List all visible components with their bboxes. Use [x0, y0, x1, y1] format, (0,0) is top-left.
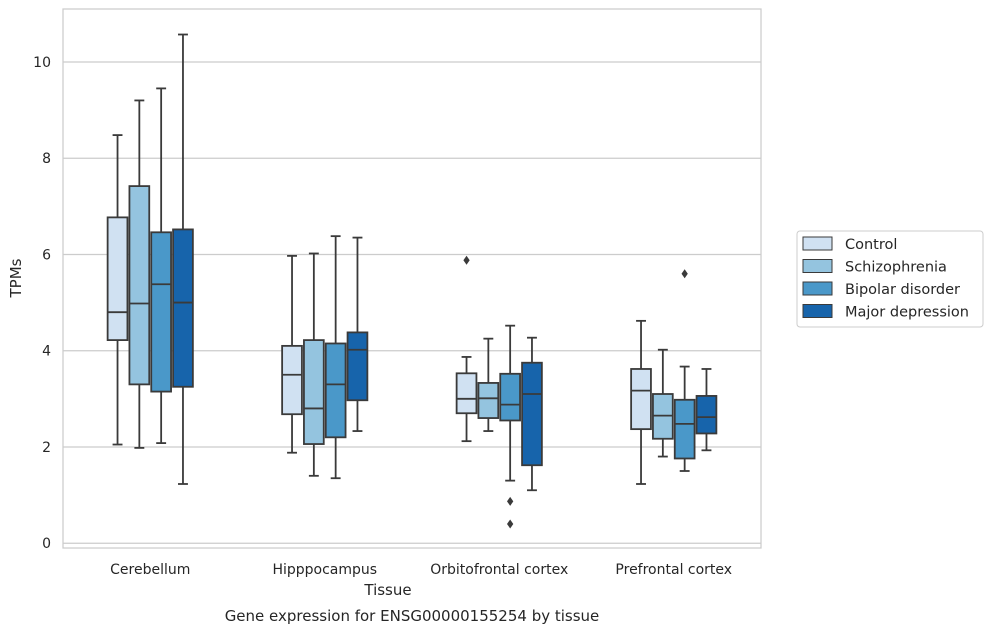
box-0-3 [172, 33, 194, 485]
box-1-2 [324, 235, 347, 480]
x-tick-label-2: Orbitofrontal cortex [430, 562, 568, 578]
legend-frame [796, 230, 984, 328]
box-body [499, 372, 521, 422]
legend-label-2: Bipolar disorder [845, 282, 960, 298]
legend-swatch-0 [802, 236, 833, 251]
legend-swatch-2 [802, 281, 833, 296]
legend-swatch-3 [802, 304, 833, 318]
box-body [695, 395, 718, 435]
box-body [521, 361, 543, 467]
legend-label-0: Control [845, 237, 897, 253]
y-tick-label-6: 6 [42, 247, 51, 263]
legend-label-3: Major depression [845, 305, 969, 321]
legend-swatch-1 [802, 259, 833, 273]
box-body [150, 231, 172, 393]
box-body [673, 398, 696, 460]
y-tick-label-10: 10 [33, 55, 51, 71]
box-0-0 [106, 134, 129, 446]
boxes [106, 33, 718, 529]
box-3-3 [695, 368, 718, 452]
plot-area [62, 8, 762, 549]
y-tick-label-2: 2 [42, 440, 51, 456]
box-body [303, 339, 325, 445]
box-2-0 [455, 255, 478, 443]
box-body [477, 382, 500, 419]
outlier-0 [463, 255, 470, 265]
x-axis-label: Tissue [363, 581, 411, 599]
box-3-2 [673, 269, 696, 472]
x-tick-label-1: Hipppocampus [272, 562, 377, 578]
x-tick-label-3: Prefrontal cortex [615, 562, 732, 578]
box-1-0 [281, 254, 303, 454]
y-tick-label-0: 0 [42, 536, 51, 552]
box-body [630, 368, 652, 431]
box-3-0 [630, 319, 652, 485]
y-tick-label-4: 4 [42, 344, 51, 360]
box-1-3 [346, 236, 369, 432]
box-body [106, 216, 129, 342]
y-tick-label-8: 8 [42, 151, 51, 167]
outlier-0 [507, 496, 514, 506]
box-body [455, 372, 478, 415]
chart-caption: Gene expression for ENSG00000155254 by t… [225, 607, 600, 625]
box-0-2 [150, 87, 172, 444]
box-0-1 [128, 99, 151, 449]
box-1-1 [303, 252, 325, 477]
legend-label-1: Schizophrenia [845, 260, 947, 276]
box-body [128, 185, 151, 386]
outlier-1 [507, 519, 514, 529]
x-axis-ticks: Cerebellum Hipppocampus Orbitofrontal cort… [110, 562, 732, 578]
x-tick-label-0: Cerebellum [110, 562, 190, 578]
y-axis-ticks: 0 2 4 6 8 10 [33, 55, 51, 552]
legend: Control Schizophrenia Bipolar disorder Majo… [796, 230, 984, 328]
box-body [281, 344, 303, 416]
box-body [346, 331, 369, 402]
box-body [324, 342, 347, 439]
box-2-2 [499, 324, 521, 529]
outlier-0 [681, 269, 688, 279]
y-axis-label: TPMs [7, 258, 25, 298]
box-3-1 [652, 348, 674, 458]
box-body [172, 228, 194, 388]
box-2-1 [477, 337, 500, 432]
box-2-3 [521, 336, 543, 492]
